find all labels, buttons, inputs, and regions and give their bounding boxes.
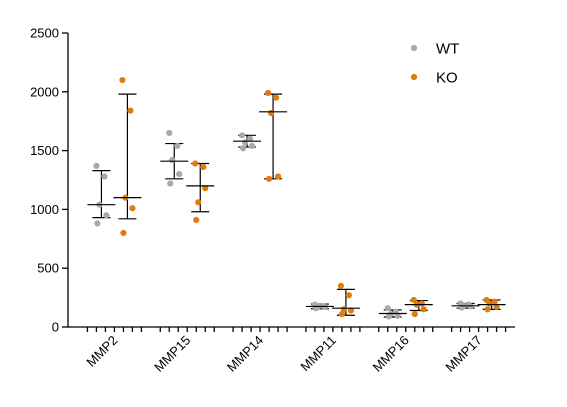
- data-point-ko: [267, 109, 275, 117]
- x-category-label: MMP11: [297, 333, 339, 375]
- data-point-wt: [169, 156, 176, 164]
- data-point-wt: [176, 171, 183, 178]
- data-point-ko: [486, 300, 493, 307]
- data-point-ko: [192, 160, 199, 167]
- data-point-wt: [248, 142, 256, 149]
- data-point-wt: [394, 312, 401, 319]
- y-tick-label: 1500: [30, 143, 59, 158]
- data-point-wt: [246, 135, 254, 142]
- y-tick-label: 2000: [30, 84, 59, 99]
- data-point-ko: [264, 89, 272, 97]
- data-point-ko: [272, 94, 280, 101]
- data-point-ko: [202, 185, 209, 192]
- data-point-ko: [129, 205, 136, 212]
- y-tick-label: 2500: [30, 26, 59, 41]
- x-category-label: MMP2: [83, 333, 120, 370]
- data-point-wt: [238, 132, 246, 139]
- y-tick-label: 500: [37, 261, 59, 276]
- data-point-wt: [385, 313, 392, 320]
- data-point-wt: [101, 173, 108, 180]
- data-point-wt: [103, 212, 110, 219]
- data-point-wt: [239, 145, 247, 152]
- data-point-ko: [484, 306, 491, 313]
- data-point-ko: [347, 307, 355, 314]
- data-point-ko: [274, 173, 282, 180]
- x-category-label: MMP15: [151, 333, 193, 375]
- data-point-ko: [120, 229, 127, 237]
- data-point-ko: [337, 282, 345, 289]
- data-point-wt: [174, 142, 181, 149]
- legend-label-ko: KO: [436, 70, 458, 87]
- data-point-wt: [384, 305, 391, 312]
- legend-label-wt: WT: [436, 41, 459, 58]
- data-point-ko: [200, 163, 207, 171]
- legend: WT KO: [410, 41, 459, 87]
- legend-marker-ko: [410, 73, 418, 81]
- data-point-ko: [420, 306, 427, 313]
- data-point-ko: [491, 298, 498, 305]
- y-tick-label: 1000: [30, 202, 59, 217]
- data-point-wt: [241, 139, 249, 146]
- data-point-ko: [411, 310, 418, 318]
- x-category-label: MMP16: [370, 333, 412, 375]
- legend-marker-wt: [410, 44, 418, 52]
- data-point-ko: [338, 310, 346, 318]
- data-point-wt: [167, 180, 174, 187]
- data-point-ko: [127, 107, 134, 114]
- data-point-wt: [94, 220, 101, 227]
- data-point-ko: [265, 175, 273, 182]
- data-point-ko: [410, 296, 417, 304]
- data-point-ko: [345, 292, 353, 299]
- data-point-wt: [93, 162, 100, 169]
- data-point-ko: [493, 303, 500, 311]
- data-point-ko: [119, 76, 126, 84]
- x-category-label: MMP14: [224, 333, 266, 375]
- plot-marks: [87, 76, 506, 320]
- data-point-wt: [166, 129, 173, 137]
- data-point-ko: [193, 216, 200, 224]
- data-point-ko: [195, 199, 202, 206]
- y-tick-label: 0: [52, 320, 59, 335]
- x-category-label: MMP17: [442, 333, 484, 375]
